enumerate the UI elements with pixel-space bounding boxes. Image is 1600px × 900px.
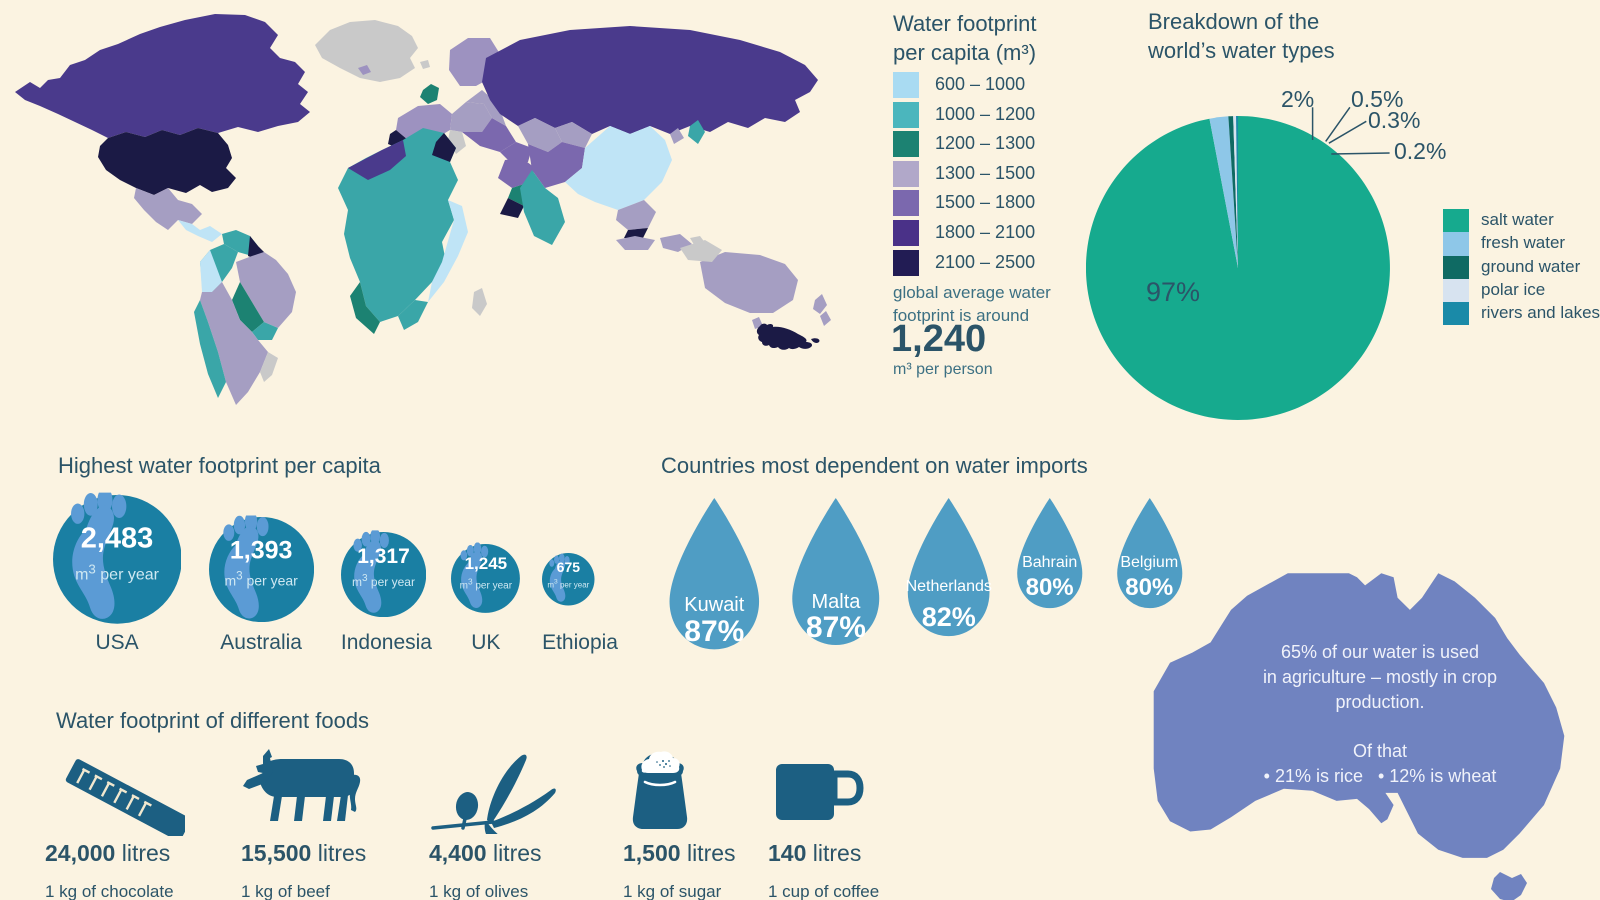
svg-text:2%: 2%	[1281, 86, 1314, 112]
svg-text:0.3%: 0.3%	[1368, 107, 1420, 133]
svg-text:0.2%: 0.2%	[1394, 138, 1446, 164]
